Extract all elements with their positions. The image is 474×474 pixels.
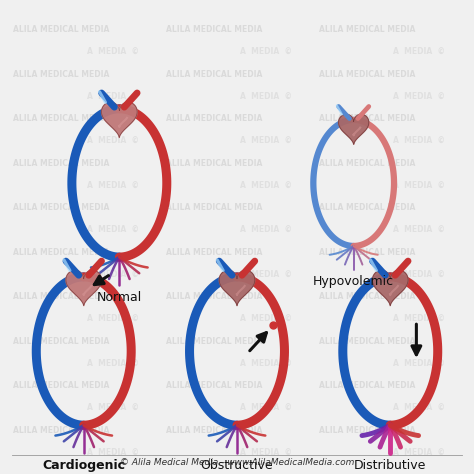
- Polygon shape: [101, 102, 137, 137]
- Text: A  MEDIA  ©: A MEDIA ©: [393, 314, 445, 323]
- Text: A  MEDIA  ©: A MEDIA ©: [393, 403, 445, 412]
- Text: ALILA MEDICAL MEDIA: ALILA MEDICAL MEDIA: [319, 247, 415, 256]
- Text: ALILA MEDICAL MEDIA: ALILA MEDICAL MEDIA: [12, 25, 109, 34]
- Text: ALILA MEDICAL MEDIA: ALILA MEDICAL MEDIA: [319, 203, 415, 212]
- Text: ALILA MEDICAL MEDIA: ALILA MEDICAL MEDIA: [319, 114, 415, 123]
- Text: ALILA MEDICAL MEDIA: ALILA MEDICAL MEDIA: [166, 426, 262, 435]
- Text: A  MEDIA  ©: A MEDIA ©: [240, 447, 292, 456]
- Text: A  MEDIA  ©: A MEDIA ©: [240, 403, 292, 412]
- Text: ALILA MEDICAL MEDIA: ALILA MEDICAL MEDIA: [12, 114, 109, 123]
- Text: Normal: Normal: [97, 291, 142, 304]
- Text: ALILA MEDICAL MEDIA: ALILA MEDICAL MEDIA: [319, 292, 415, 301]
- Text: A  MEDIA  ©: A MEDIA ©: [240, 91, 292, 100]
- Text: ALILA MEDICAL MEDIA: ALILA MEDICAL MEDIA: [166, 114, 262, 123]
- Text: A  MEDIA  ©: A MEDIA ©: [240, 47, 292, 56]
- Text: © Alila Medical Media - www.AlilaMedicalMedia.com: © Alila Medical Media - www.AlilaMedical…: [120, 458, 354, 467]
- Text: ALILA MEDICAL MEDIA: ALILA MEDICAL MEDIA: [319, 381, 415, 390]
- Text: A  MEDIA  ©: A MEDIA ©: [87, 91, 139, 100]
- Text: A  MEDIA  ©: A MEDIA ©: [393, 358, 445, 367]
- Text: ALILA MEDICAL MEDIA: ALILA MEDICAL MEDIA: [12, 247, 109, 256]
- Text: Obstructive: Obstructive: [201, 459, 273, 472]
- Text: A  MEDIA  ©: A MEDIA ©: [240, 225, 292, 234]
- Text: A  MEDIA  ©: A MEDIA ©: [393, 136, 445, 145]
- Text: ALILA MEDICAL MEDIA: ALILA MEDICAL MEDIA: [166, 381, 262, 390]
- Text: A  MEDIA  ©: A MEDIA ©: [240, 314, 292, 323]
- Text: ALILA MEDICAL MEDIA: ALILA MEDICAL MEDIA: [12, 70, 109, 79]
- Text: A  MEDIA  ©: A MEDIA ©: [240, 136, 292, 145]
- Text: A  MEDIA  ©: A MEDIA ©: [393, 91, 445, 100]
- Text: ALILA MEDICAL MEDIA: ALILA MEDICAL MEDIA: [319, 337, 415, 346]
- Text: ALILA MEDICAL MEDIA: ALILA MEDICAL MEDIA: [12, 159, 109, 168]
- Text: A  MEDIA  ©: A MEDIA ©: [393, 225, 445, 234]
- Text: Cardiogenic: Cardiogenic: [42, 459, 125, 472]
- Text: ALILA MEDICAL MEDIA: ALILA MEDICAL MEDIA: [319, 426, 415, 435]
- Text: ALILA MEDICAL MEDIA: ALILA MEDICAL MEDIA: [166, 203, 262, 212]
- Text: A  MEDIA  ©: A MEDIA ©: [393, 447, 445, 456]
- Text: A  MEDIA  ©: A MEDIA ©: [240, 269, 292, 278]
- Text: A  MEDIA  ©: A MEDIA ©: [87, 269, 139, 278]
- Polygon shape: [373, 270, 408, 305]
- Text: ALILA MEDICAL MEDIA: ALILA MEDICAL MEDIA: [166, 247, 262, 256]
- Text: A  MEDIA  ©: A MEDIA ©: [393, 47, 445, 56]
- Text: A  MEDIA  ©: A MEDIA ©: [240, 358, 292, 367]
- Text: ALILA MEDICAL MEDIA: ALILA MEDICAL MEDIA: [12, 203, 109, 212]
- Text: ALILA MEDICAL MEDIA: ALILA MEDICAL MEDIA: [319, 70, 415, 79]
- Text: ALILA MEDICAL MEDIA: ALILA MEDICAL MEDIA: [166, 292, 262, 301]
- Text: A  MEDIA  ©: A MEDIA ©: [87, 314, 139, 323]
- Text: A  MEDIA  ©: A MEDIA ©: [87, 358, 139, 367]
- Text: Distributive: Distributive: [354, 459, 427, 472]
- Text: A  MEDIA  ©: A MEDIA ©: [87, 47, 139, 56]
- Text: A  MEDIA  ©: A MEDIA ©: [87, 225, 139, 234]
- Text: ALILA MEDICAL MEDIA: ALILA MEDICAL MEDIA: [166, 70, 262, 79]
- Polygon shape: [338, 114, 369, 144]
- Polygon shape: [219, 270, 255, 305]
- Text: A  MEDIA  ©: A MEDIA ©: [87, 136, 139, 145]
- Text: A  MEDIA  ©: A MEDIA ©: [240, 181, 292, 190]
- Text: A  MEDIA  ©: A MEDIA ©: [393, 181, 445, 190]
- Text: A  MEDIA  ©: A MEDIA ©: [87, 447, 139, 456]
- Text: ALILA MEDICAL MEDIA: ALILA MEDICAL MEDIA: [166, 25, 262, 34]
- Text: Hypovolemic: Hypovolemic: [313, 274, 394, 288]
- Text: A  MEDIA  ©: A MEDIA ©: [87, 403, 139, 412]
- Text: A  MEDIA  ©: A MEDIA ©: [393, 269, 445, 278]
- Text: ALILA MEDICAL MEDIA: ALILA MEDICAL MEDIA: [319, 159, 415, 168]
- Text: ALILA MEDICAL MEDIA: ALILA MEDICAL MEDIA: [12, 292, 109, 301]
- Polygon shape: [66, 270, 101, 305]
- Text: ALILA MEDICAL MEDIA: ALILA MEDICAL MEDIA: [319, 25, 415, 34]
- Text: ALILA MEDICAL MEDIA: ALILA MEDICAL MEDIA: [166, 159, 262, 168]
- Text: ALILA MEDICAL MEDIA: ALILA MEDICAL MEDIA: [12, 381, 109, 390]
- Text: ALILA MEDICAL MEDIA: ALILA MEDICAL MEDIA: [12, 337, 109, 346]
- Text: A  MEDIA  ©: A MEDIA ©: [87, 181, 139, 190]
- Text: ALILA MEDICAL MEDIA: ALILA MEDICAL MEDIA: [12, 426, 109, 435]
- Text: ALILA MEDICAL MEDIA: ALILA MEDICAL MEDIA: [166, 337, 262, 346]
